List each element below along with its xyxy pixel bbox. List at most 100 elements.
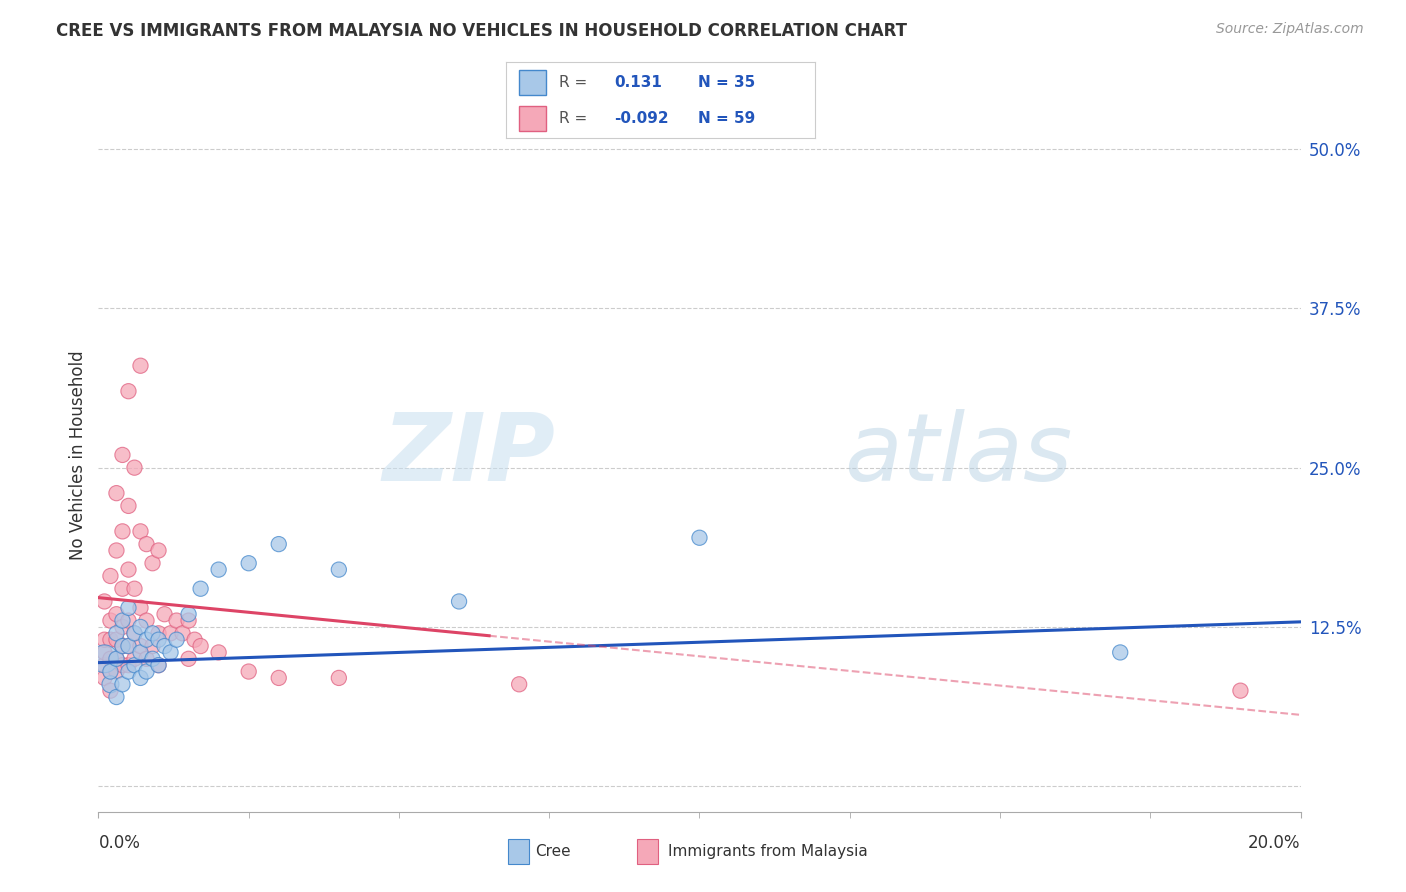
Point [208,645,231,659]
Text: Source: ZipAtlas.com: Source: ZipAtlas.com [1216,22,1364,37]
Point [111,677,134,691]
Point [166,614,188,628]
Text: 0.0%: 0.0% [98,834,141,852]
Point [100,665,122,679]
Point [105,626,128,640]
Point [129,600,152,615]
Point [105,486,128,500]
Point [100,677,122,691]
Point [100,614,122,628]
FancyBboxPatch shape [637,839,658,864]
Point [135,632,157,647]
Point [129,620,152,634]
Point [508,677,530,691]
Point [117,665,139,679]
Point [111,658,134,673]
Text: N = 59: N = 59 [697,111,755,126]
Point [183,632,205,647]
Point [117,639,139,653]
Text: N = 35: N = 35 [697,75,755,90]
Point [141,652,163,666]
Point [172,626,194,640]
Point [190,582,212,596]
Point [124,652,146,666]
Point [267,671,290,685]
Point [111,620,134,634]
Text: 20.0%: 20.0% [1249,834,1301,852]
Text: R =: R = [558,75,586,90]
Point [159,626,181,640]
Text: R =: R = [558,111,586,126]
Point [129,645,152,659]
Point [93,632,115,647]
Point [153,607,176,622]
Point [148,543,170,558]
Point [267,537,290,551]
Point [93,645,115,659]
Point [100,632,122,647]
Point [117,563,139,577]
Text: -0.092: -0.092 [614,111,669,126]
Text: 0.131: 0.131 [614,75,662,90]
Point [124,626,146,640]
Point [238,665,260,679]
Point [117,614,139,628]
Point [159,645,181,659]
Point [190,639,212,653]
Point [111,639,134,653]
Text: Cree: Cree [536,845,571,859]
Point [124,460,146,475]
FancyBboxPatch shape [519,105,547,130]
Point [105,543,128,558]
Point [141,556,163,570]
Y-axis label: No Vehicles in Household: No Vehicles in Household [69,350,87,560]
Point [105,652,128,666]
Point [117,658,139,673]
Point [177,652,200,666]
Point [148,626,170,640]
Point [111,524,134,539]
Point [135,537,157,551]
Point [148,632,170,647]
Point [141,639,163,653]
Point [111,448,134,462]
Point [117,600,139,615]
Point [129,524,152,539]
FancyBboxPatch shape [509,839,529,864]
Point [135,665,157,679]
Point [124,658,146,673]
Text: ZIP: ZIP [382,409,555,501]
Point [166,632,188,647]
Point [148,658,170,673]
Point [93,652,115,666]
Point [447,594,470,608]
FancyBboxPatch shape [519,70,547,95]
Point [153,639,176,653]
Point [93,594,115,608]
Point [129,359,152,373]
Point [238,556,260,570]
Point [117,499,139,513]
Point [117,384,139,399]
Point [105,652,128,666]
Point [124,582,146,596]
Point [328,563,350,577]
Point [129,671,152,685]
Point [129,639,152,653]
Text: CREE VS IMMIGRANTS FROM MALAYSIA NO VEHICLES IN HOUSEHOLD CORRELATION CHART: CREE VS IMMIGRANTS FROM MALAYSIA NO VEHI… [56,22,907,40]
Point [124,626,146,640]
Point [177,614,200,628]
Point [100,665,122,679]
Point [328,671,350,685]
Point [93,658,115,673]
Point [1229,683,1251,698]
Point [1109,645,1132,659]
Point [117,639,139,653]
Point [105,632,128,647]
Point [177,607,200,622]
Point [688,531,710,545]
Point [100,569,122,583]
Text: atlas: atlas [844,409,1071,500]
Point [141,626,163,640]
Point [135,652,157,666]
